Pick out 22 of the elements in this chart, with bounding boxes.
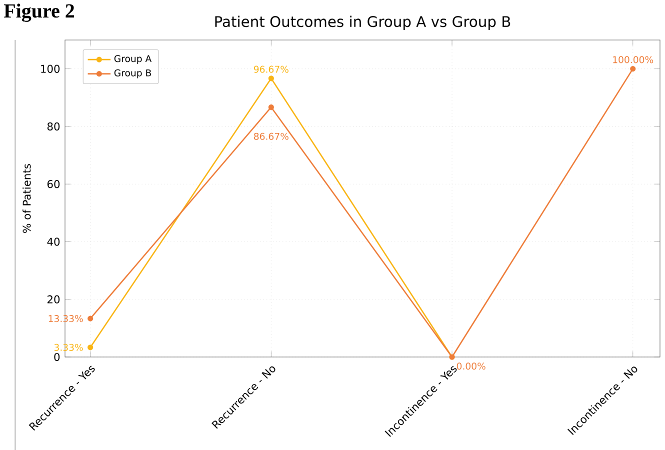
chart-title: Patient Outcomes in Group A vs Group B — [215, 16, 510, 30]
data-label: 13.33% — [48, 315, 83, 322]
data-label: 96.67% — [254, 66, 288, 73]
y-tick-label: 100 — [41, 64, 60, 73]
y-tick-label: 0 — [54, 352, 60, 362]
point — [268, 76, 274, 82]
legend-label: Group B — [114, 69, 151, 78]
y-axis-title: % of Patients — [22, 164, 31, 233]
y-tick-label: 20 — [48, 295, 60, 304]
caption: Figure 2 — [4, 4, 74, 22]
point — [88, 344, 94, 350]
point — [630, 66, 636, 72]
y-tick-label: 80 — [47, 122, 60, 130]
data-label: 100.00% — [613, 56, 654, 64]
data-label: 0.00% — [456, 362, 486, 370]
data-label: 3.33% — [54, 344, 83, 351]
y-tick-label: 60 — [47, 180, 60, 188]
y-tick-label: 40 — [47, 238, 60, 246]
data-label: 86.67% — [254, 132, 288, 140]
point — [88, 316, 94, 322]
legend-label: Group A — [114, 55, 152, 64]
point — [268, 104, 274, 110]
